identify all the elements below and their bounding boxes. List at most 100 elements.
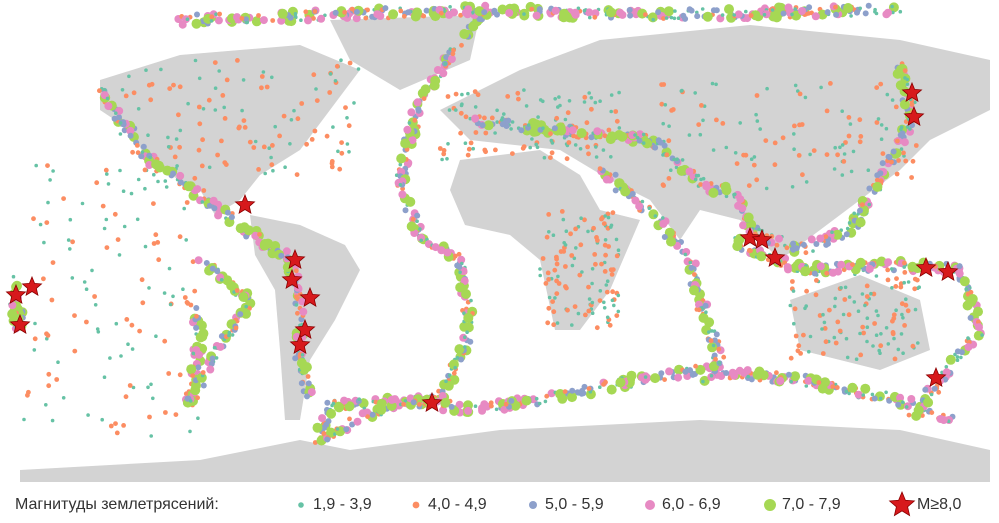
quake-dot xyxy=(576,128,587,139)
quake-dot xyxy=(653,214,658,218)
quake-dot xyxy=(418,227,422,231)
quake-dot xyxy=(193,58,198,63)
quake-dot xyxy=(765,86,769,91)
quake-dot xyxy=(299,362,310,373)
quake-dot xyxy=(659,219,668,228)
quake-dot xyxy=(502,112,506,116)
quake-dot xyxy=(747,248,752,254)
quake-dot xyxy=(337,166,343,172)
quake-dot xyxy=(176,112,181,118)
quake-dot xyxy=(804,376,813,385)
quake-dot xyxy=(586,308,592,314)
quake-dot xyxy=(318,414,327,423)
quake-dot xyxy=(851,149,856,154)
quake-dot xyxy=(674,373,683,382)
quake-dot xyxy=(369,411,376,418)
quake-dot xyxy=(860,383,871,394)
quake-dot xyxy=(542,155,547,160)
quake-dot xyxy=(213,86,218,90)
quake-dot xyxy=(707,342,718,353)
quake-dot xyxy=(528,145,532,150)
quake-dot xyxy=(115,237,121,243)
quake-dot xyxy=(910,343,916,349)
quake-dot xyxy=(895,80,906,91)
quake-dot xyxy=(640,199,645,204)
quake-dot xyxy=(206,202,213,209)
quake-dot xyxy=(808,334,813,339)
quake-dot xyxy=(299,101,305,106)
north-america xyxy=(100,45,360,215)
quake-dot xyxy=(164,185,169,189)
quake-dot xyxy=(635,136,640,140)
quake-dot xyxy=(270,18,276,23)
legend-label: 7,0 - 7,9 xyxy=(782,496,841,513)
legend-label: 4,0 - 4,9 xyxy=(428,496,487,513)
quake-dot xyxy=(166,135,170,140)
quake-dot xyxy=(874,85,880,90)
quake-dot xyxy=(807,235,816,244)
quake-dot xyxy=(356,67,361,71)
quake-dot xyxy=(406,221,417,232)
quake-dot xyxy=(704,317,715,328)
quake-star xyxy=(234,193,256,214)
quake-dot xyxy=(547,230,551,234)
quake-dot xyxy=(349,6,355,12)
quake-dot xyxy=(814,278,819,283)
quake-dot xyxy=(178,128,183,133)
quake-dot xyxy=(304,393,310,400)
quake-dot xyxy=(353,417,362,426)
quake-dot xyxy=(292,355,299,362)
quake-dot xyxy=(847,382,858,393)
quake-dot xyxy=(717,360,721,365)
quake-dot xyxy=(277,16,286,25)
quake-dot xyxy=(545,270,551,276)
quake-dot xyxy=(122,224,127,229)
quake-dot xyxy=(332,9,339,16)
quake-dot xyxy=(259,240,270,251)
quake-dot xyxy=(563,264,568,269)
quake-dot xyxy=(188,399,193,403)
quake-dot xyxy=(869,291,873,296)
quake-dot xyxy=(443,54,450,61)
quake-dot xyxy=(916,341,920,345)
quake-dot xyxy=(241,78,246,82)
quake-dot xyxy=(585,389,596,400)
quake-dot xyxy=(472,89,478,94)
quake-dot xyxy=(832,335,837,340)
quake-dot xyxy=(811,249,815,253)
quake-dot xyxy=(209,14,215,20)
quake-dot xyxy=(211,205,218,212)
quake-dot xyxy=(137,328,143,334)
quake-dot xyxy=(852,211,856,216)
quake-dot xyxy=(481,9,488,16)
quake-dot xyxy=(241,118,247,123)
quake-dot xyxy=(917,285,921,290)
quake-dot xyxy=(686,6,693,13)
quake-dot xyxy=(674,364,684,375)
quake-dot xyxy=(955,358,960,363)
quake-dot xyxy=(135,217,140,222)
quake-dot xyxy=(754,112,758,117)
quake-dot xyxy=(723,370,730,376)
quake-dot xyxy=(790,371,801,382)
quake-dot xyxy=(562,389,568,394)
quake-dot xyxy=(871,395,878,402)
quake-dot xyxy=(430,75,441,86)
quake-dot xyxy=(553,296,557,300)
quake-dot xyxy=(551,125,558,132)
quake-dot xyxy=(816,380,822,385)
quake-dot xyxy=(463,312,474,323)
quake-dot xyxy=(281,113,287,119)
quake-dot xyxy=(862,10,869,17)
quake-dot xyxy=(599,261,604,267)
quake-dot xyxy=(657,139,664,146)
quake-dot xyxy=(510,120,515,124)
quake-dot xyxy=(685,167,694,176)
quake-dot xyxy=(603,214,607,218)
quake-dot xyxy=(149,382,153,387)
quake-dot xyxy=(617,90,621,95)
quake-dot xyxy=(403,125,412,134)
quake-dot xyxy=(127,74,131,79)
quake-dot xyxy=(544,393,550,399)
quake-dot xyxy=(860,292,865,296)
